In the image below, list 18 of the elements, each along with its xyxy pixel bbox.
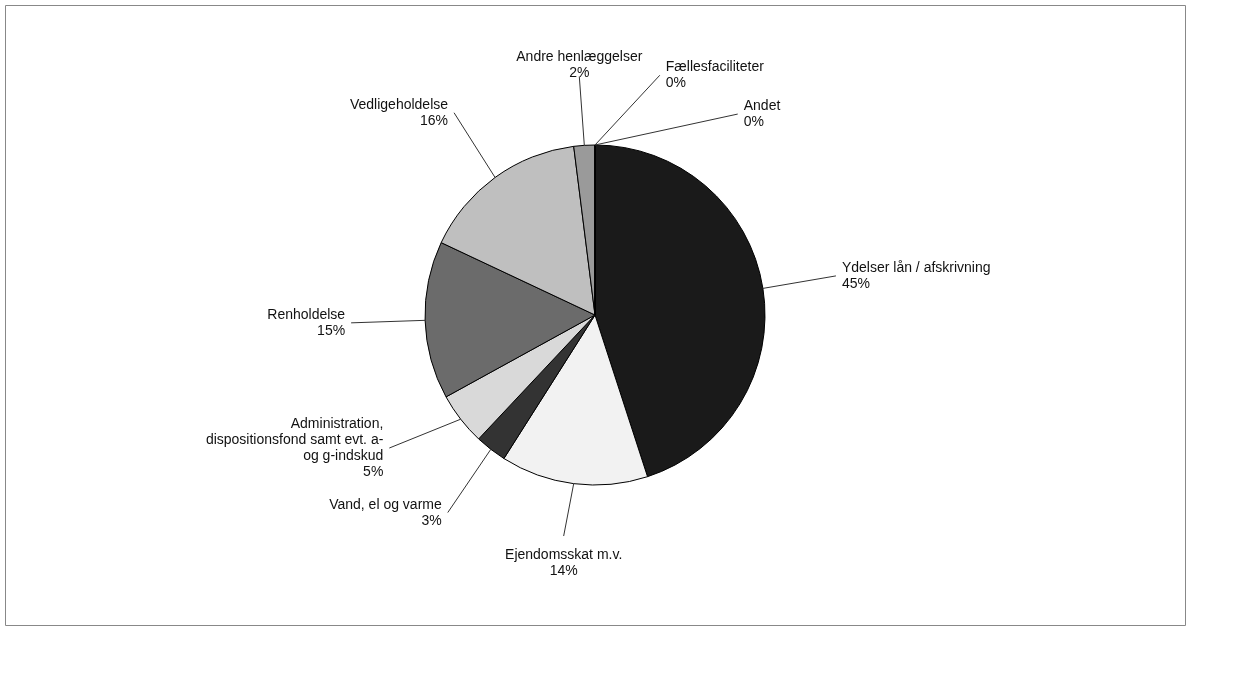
- category-label: Andet: [743, 97, 781, 114]
- data-label: 2%: [569, 64, 590, 81]
- data-label: 3%: [421, 511, 442, 528]
- category-label: Fællesfaciliteter: [665, 58, 764, 75]
- slice-label: Vand, el og varme: [329, 495, 442, 512]
- slice-label: Ydelser lån / afskrivning: [841, 258, 991, 275]
- data-label: 45%: [841, 274, 870, 291]
- slice-label: Vedligeholdelse: [349, 95, 449, 112]
- slice-label: Ejendomsskat m.v.: [505, 546, 623, 563]
- slice-label: Andre henlæggelser: [516, 48, 643, 65]
- slice-label: Administration, dispositionsfond samt evt. a- og g-indskud: [205, 415, 384, 464]
- data-label: 16%: [420, 111, 449, 128]
- data-label: 15%: [317, 321, 346, 338]
- text: 0%: [743, 113, 764, 130]
- data-label: 5%: [363, 463, 384, 480]
- slice-label: Renholdelse: [267, 305, 346, 322]
- data-label: 14%: [549, 562, 578, 579]
- text: 0%: [665, 74, 687, 91]
